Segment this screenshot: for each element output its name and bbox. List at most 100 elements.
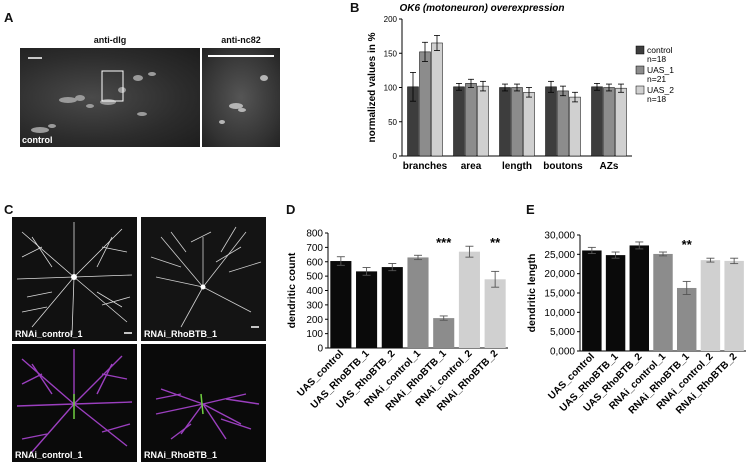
y-axis-label: dendritic count [286,252,298,328]
panel-b-letter: B [350,0,360,15]
chart-b-bar [465,83,477,157]
chart-b-x-tick-label: boutons [543,161,583,172]
chart-b-bar [569,96,581,157]
y-tick-label: 700 [306,243,323,254]
y-tick-label: 600 [306,257,323,268]
panel-c-letter: C [4,202,14,217]
bar [724,260,744,351]
y-tick-label: 10,000 [544,308,575,319]
significance-annotation: ** [682,237,693,252]
chart-b-x-tick-label: length [502,161,532,172]
bar [629,245,650,351]
y-tick-label: 25,000 [544,250,575,261]
y-tick-label: 20,000 [544,269,575,280]
chart-b-bar [419,51,431,157]
bar [605,255,626,351]
nc82-image [202,48,280,147]
bar [407,257,429,348]
chart-b-bar [431,42,443,157]
y-axis-label: dendritic length [526,254,538,333]
neuromuscular-junction-spots [31,72,156,133]
y-tick-label: 5,000 [550,327,575,338]
y-tick-label: 500 [306,272,323,283]
chart-d: 0 100 200 300 400 500 600 700 800 dendritic count… [286,229,508,413]
neuron-drawing-control [16,222,133,336]
chart-b-x-tick-label: branches [403,161,448,172]
bar [356,271,378,348]
chart-b-legend-label: n=21 [647,74,666,84]
chart-b-bar [453,86,465,157]
chart-b-bar [511,87,523,157]
bar [582,250,602,351]
label-rnai-rhobtb-bottom: RNAi_RhoBTB_1 [144,450,218,460]
trace-drawing-control [16,349,133,453]
chart-b: OK6 (motoneuron) overexpression 0 50 100 150… [367,3,674,172]
significance-annotation: ** [490,235,501,250]
panel-a-title-left: anti-dlg [93,35,127,45]
neuron-image-rhobtb [141,217,266,341]
y-tick-label: 30,000 [544,231,575,242]
chart-b-y-tick-label: 50 [388,118,397,127]
chart-b-bar [557,90,569,157]
chart-b-legend-label: UAS_2 [647,85,674,95]
panel-a-letter: A [4,10,14,25]
bar [458,251,480,348]
significance-annotation: *** [436,235,452,250]
label-rnai-control-bottom: RNAi_control_1 [15,450,83,460]
zoom-box [101,70,124,102]
label-rnai-rhobtb-top: RNAi_RhoBTB_1 [144,329,218,339]
bar [381,267,403,348]
chart-b-legend-swatch [635,45,645,55]
panel-a-title-right: anti-nc82 [221,35,261,45]
neuron-drawing-rhobtb [150,226,262,328]
bar [700,260,721,351]
y-tick-label: 800 [306,229,323,240]
bar [330,261,352,348]
y-tick-label: 100 [306,329,323,340]
trace-image-control [12,344,137,462]
dlg-image [20,48,200,147]
chart-e: 0,000 5,000 10,000 15,000 20,000 25,000 30,000… [526,231,746,416]
panel-d-letter: D [286,202,296,217]
chart-b-bar [523,92,535,157]
chart-b-legend-label: UAS_1 [647,65,674,75]
control-label: control [22,135,53,145]
label-rnai-control-top: RNAi_control_1 [15,329,83,339]
y-tick-label: 0,000 [550,347,575,358]
chart-b-bar [591,86,603,157]
chart-b-bar [545,86,557,157]
nc82-image-drawing [208,55,274,124]
bar [676,287,697,351]
chart-b-legend-swatch [635,65,645,75]
y-tick-label: 300 [306,300,323,311]
y-tick-label: 0 [317,344,323,355]
chart-b-legend-label: n=18 [647,94,666,104]
active-zone-spots [219,75,268,124]
chart-b-y-tick-label: 150 [384,49,398,58]
chart-b-bar [499,87,511,157]
y-tick-label: 200 [306,315,323,326]
chart-b-x-tick-label: AZs [600,161,619,172]
chart-b-bar [615,87,627,157]
chart-b-x-tick-label: area [461,161,482,172]
chart-b-y-tick-label: 100 [384,84,398,93]
bar [484,279,506,348]
chart-b-legend-label: n=18 [647,54,666,64]
dlg-image-drawing [28,57,156,133]
chart-b-y-label: normalized values in % [367,32,378,142]
bar [653,253,673,351]
chart-b-legend-swatch [635,85,645,95]
chart-b-y-tick-label: 0 [393,152,398,161]
chart-b-legend-label: control [647,45,673,55]
trace-drawing-rhobtb [155,388,260,440]
trace-image-rhobtb [141,344,266,462]
chart-b-y-tick-label: 200 [384,15,398,24]
chart-b-bar [603,87,615,157]
bar [433,318,455,348]
panel-e-letter: E [526,202,535,217]
chart-b-bar [477,85,489,157]
y-tick-label: 15,000 [544,289,575,300]
y-tick-label: 400 [306,286,323,297]
chart-b-title: OK6 (motoneuron) overexpression [399,3,564,14]
neuron-image-control [12,217,137,341]
